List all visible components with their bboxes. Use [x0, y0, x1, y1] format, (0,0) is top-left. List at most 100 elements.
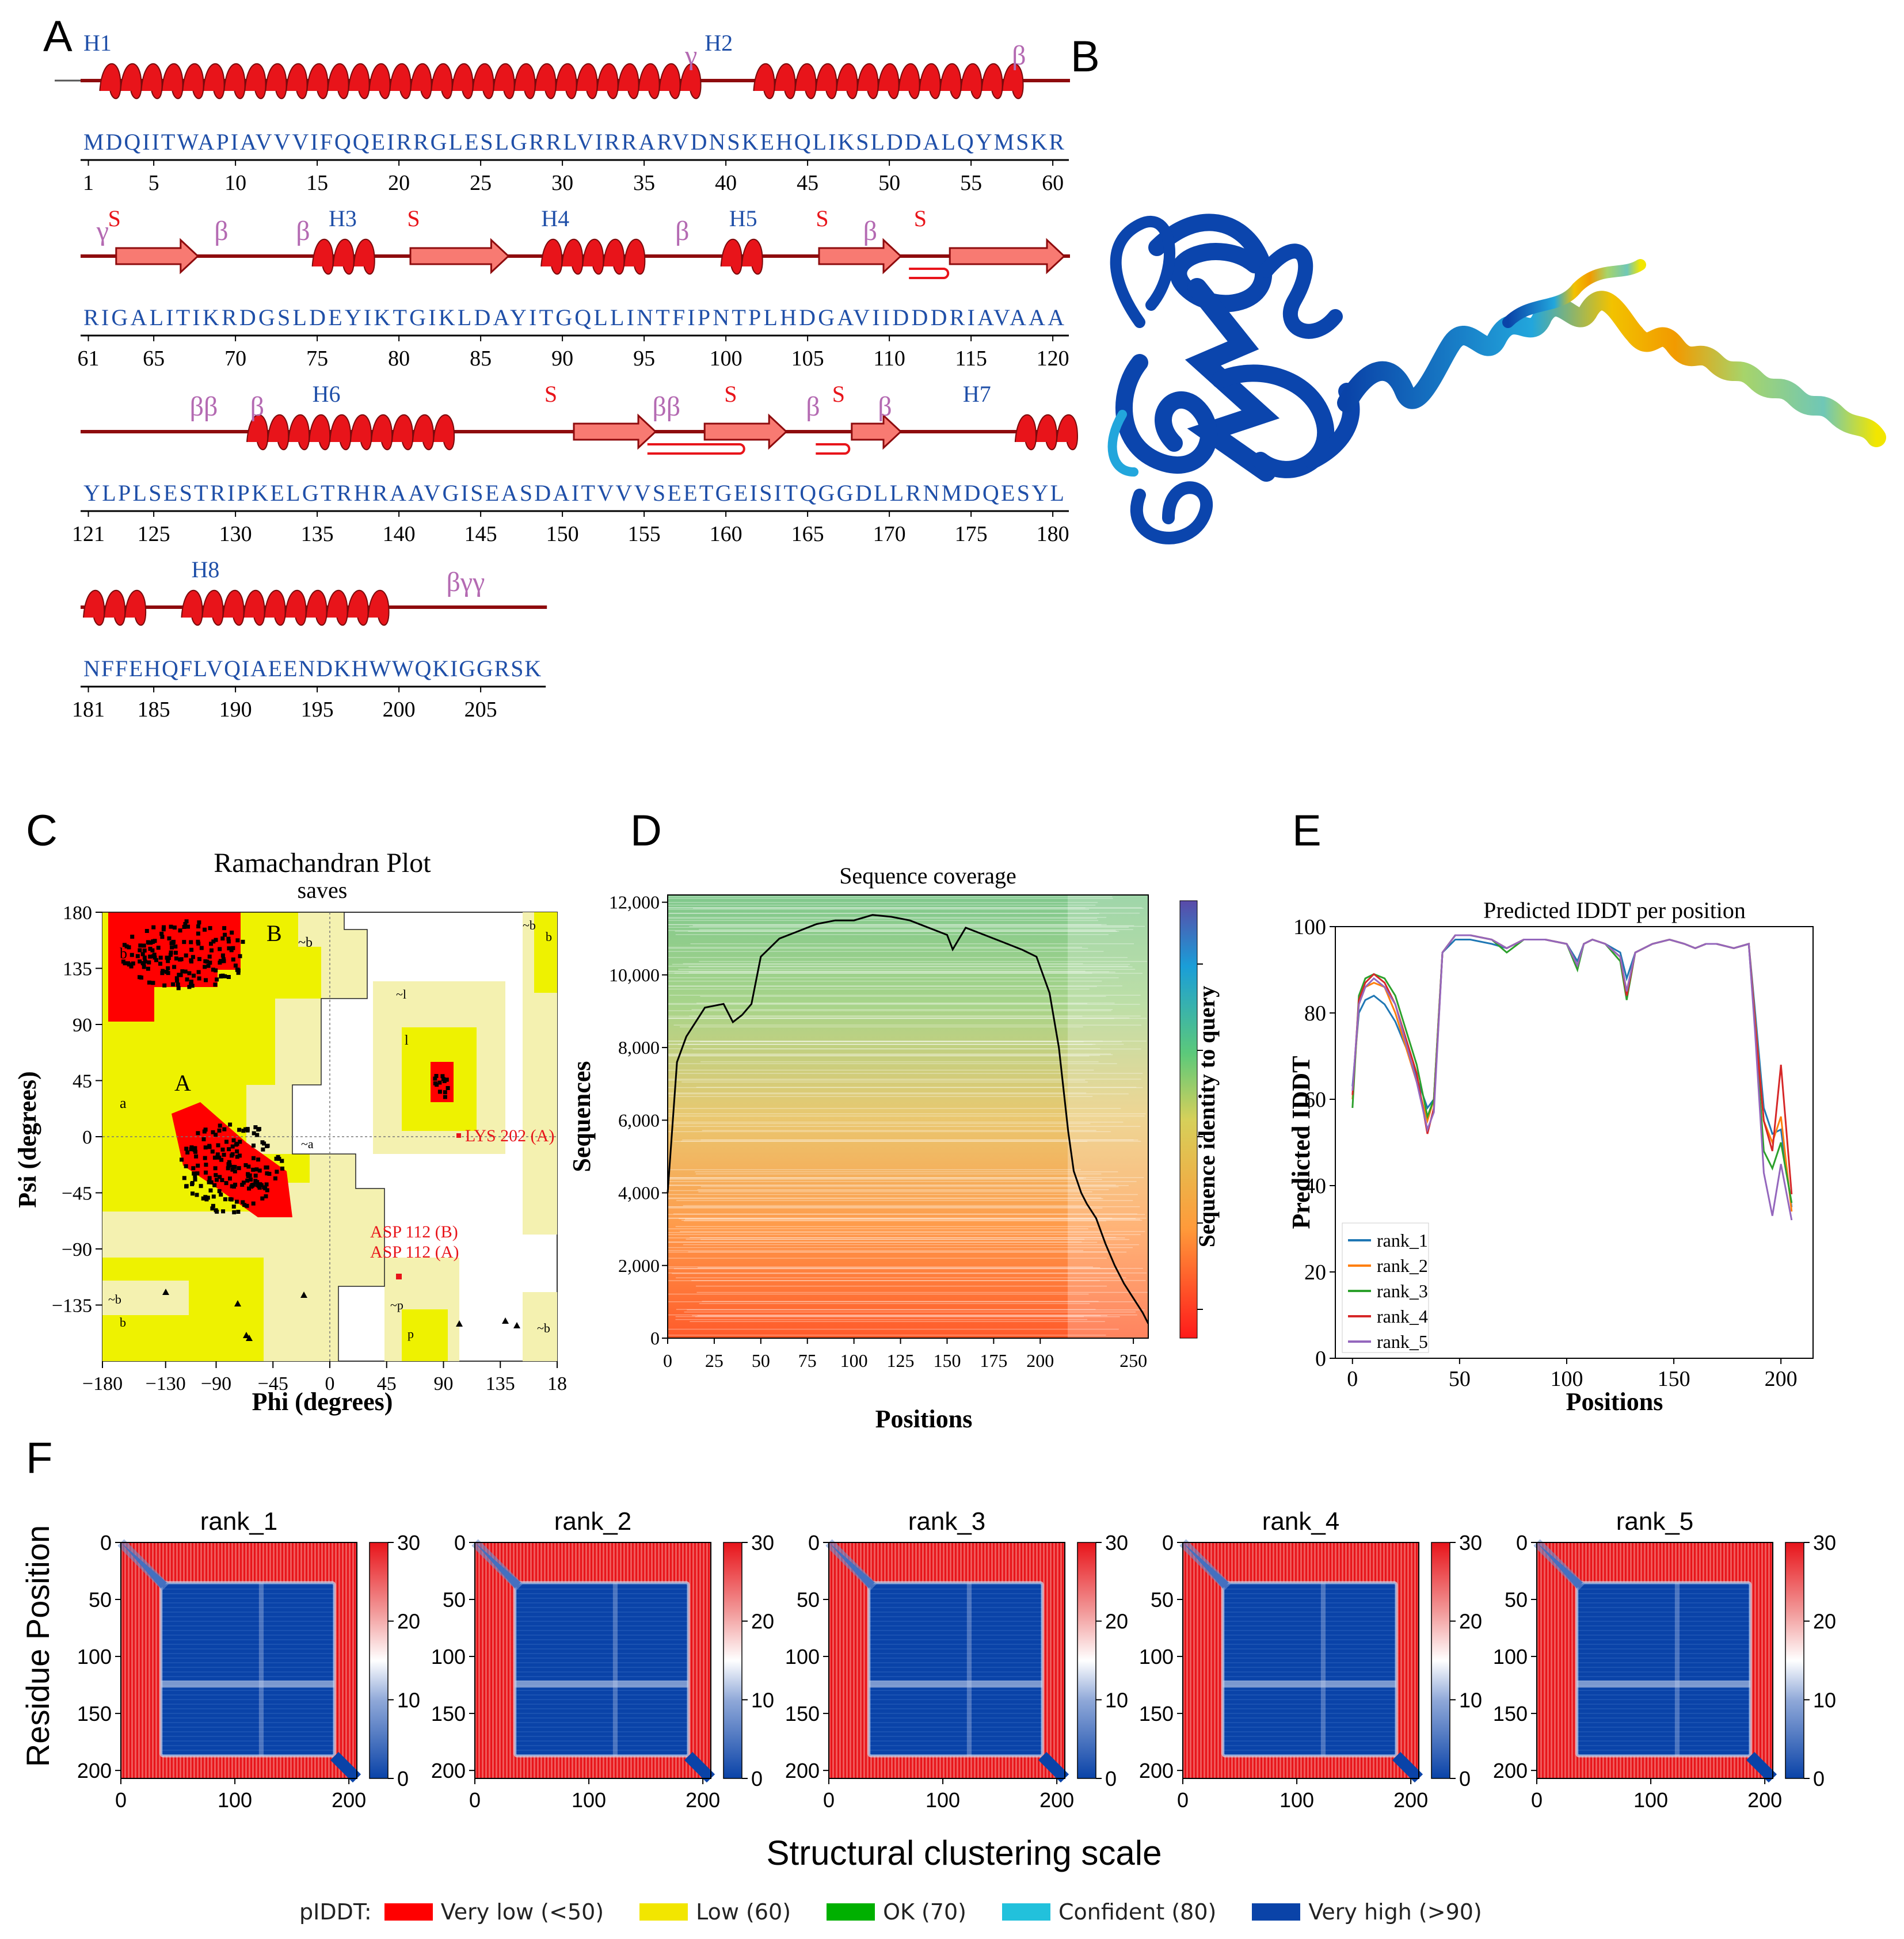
rama-residue-point: [232, 1210, 237, 1214]
pae-ytick: 0: [454, 1531, 466, 1555]
pae-ytick: 150: [1139, 1702, 1174, 1725]
rama-residue-point: [212, 1183, 217, 1187]
pae-ytick: 150: [785, 1702, 820, 1725]
rama-region-label: ~b: [298, 935, 313, 950]
ss-label: γ: [96, 216, 109, 246]
pae-ytick: 200: [1139, 1759, 1174, 1782]
rama-residue-point: [151, 981, 155, 985]
rama-residue-point: [236, 970, 241, 975]
alpha-helix: [99, 63, 702, 100]
rama-residue-point: [230, 1152, 235, 1156]
rama-region-label: p: [408, 1327, 414, 1341]
ss-label: βγγ: [446, 567, 485, 597]
rama-residue-point: [168, 953, 173, 957]
rama-residue-point: [231, 957, 235, 962]
rama-residue-point: [245, 1178, 250, 1183]
ruler-tick-label: 180: [1037, 522, 1069, 546]
pae-ytick: 0: [100, 1531, 112, 1555]
rama-residue-point: [222, 1152, 226, 1157]
secondary-structure-diagram: H1 γ H2 β MDQIITWAPIAVVVIFQQEIRRGLESLGRRLVIR…: [55, 30, 1078, 722]
coverage-xtick: 25: [705, 1350, 723, 1371]
rama-region-label: b: [120, 945, 127, 962]
pae-ytick: 50: [1151, 1588, 1174, 1612]
rama-residue-point: [176, 986, 181, 991]
rama-residue-point: [212, 1155, 217, 1160]
ruler-tick-label: 181: [72, 698, 105, 722]
rama-residue-point: [219, 1193, 223, 1197]
rama-residue-point: [242, 1203, 247, 1207]
coverage-ytick: 8,000: [618, 1037, 660, 1058]
beta-strand: [818, 238, 903, 275]
pae-ytick: 0: [1162, 1531, 1174, 1555]
rama-residue-point: [135, 954, 140, 958]
plddt-ytick: 60: [1304, 1088, 1326, 1112]
plddt-xtick: 0: [1347, 1367, 1358, 1391]
ruler-tick-label: 65: [143, 346, 165, 371]
rama-residue-point: [199, 946, 204, 950]
rama-residue-point: [172, 939, 176, 944]
rama-xtick: 135: [486, 1373, 515, 1395]
rama-residue-point: [158, 961, 162, 966]
plddt-ytick: 40: [1304, 1174, 1326, 1198]
coverage-xtick: 100: [840, 1350, 868, 1371]
rama-residue-point: [236, 1210, 241, 1214]
ss-label: β: [296, 216, 310, 246]
rama-ytick: 90: [73, 1015, 92, 1036]
rama-glycine-point: [513, 1322, 520, 1328]
structure-domain-core: [1107, 214, 1360, 544]
rama-residue-point: [165, 956, 170, 961]
ss-label: S: [914, 205, 927, 231]
ruler-tick-label: 140: [383, 522, 416, 546]
rama-residue-point: [130, 953, 134, 957]
rama-residue-point: [147, 980, 151, 985]
rama-residue-point: [245, 1127, 250, 1132]
rama-residue-point: [140, 952, 145, 957]
ss-label: H5: [729, 205, 757, 231]
rama-residue-point: [174, 956, 178, 961]
rama-residue-point: [191, 1166, 196, 1171]
pae-xtick: 0: [115, 1788, 127, 1812]
rama-residue-point: [231, 946, 235, 950]
coverage-title: Sequence coverage: [839, 863, 1016, 889]
ruler-tick-label: 61: [78, 346, 100, 371]
coverage-ytick: 10,000: [609, 965, 660, 985]
ss-label: S: [544, 381, 557, 407]
rama-residue-point: [261, 1147, 265, 1152]
rama-residue-point: [267, 1172, 272, 1176]
rama-residue-point: [214, 1173, 218, 1178]
beta-hairpin: [647, 443, 745, 455]
rama-residue-point: [240, 1183, 245, 1187]
pae-colorbar-tick: 30: [1105, 1531, 1128, 1555]
rama-residue-point: [169, 924, 173, 929]
rama-residue-point: [175, 978, 180, 983]
ss-label: β: [806, 391, 820, 422]
ss-label: S: [816, 205, 828, 231]
pae-ytick: 150: [77, 1702, 112, 1725]
rama-residue-point: [189, 1147, 193, 1152]
pae-colorbar-tick: 20: [1459, 1610, 1482, 1633]
rama-residue-point: [265, 1171, 269, 1176]
rama-residue-point: [196, 924, 201, 929]
ss-label: S: [407, 205, 420, 231]
pae-colorbar-tick: 30: [397, 1531, 420, 1555]
rama-residue-point: [148, 947, 153, 951]
rama-residue-point: [204, 1170, 208, 1175]
ruler-tick-label: 205: [464, 698, 497, 722]
rama-region-label: ~b: [537, 1321, 550, 1335]
rama-residue-point: [218, 959, 223, 963]
rama-residue-point: [215, 1209, 219, 1214]
rama-residue-point: [256, 1127, 261, 1132]
rama-residue-point: [250, 1183, 254, 1187]
beta-strand: [851, 413, 903, 450]
pae-colorbar: [369, 1542, 389, 1779]
pae-xtick: 0: [823, 1788, 835, 1812]
rama-ytick: 180: [63, 902, 92, 924]
rama-residue-point: [142, 948, 147, 953]
rama-residue-point: [253, 1125, 258, 1130]
pae-ytick: 200: [785, 1759, 820, 1782]
rama-residue-point: [193, 1174, 197, 1178]
rama-residue-point: [218, 1175, 222, 1179]
beta-strand: [115, 238, 199, 275]
pae-colorbar-tick: 20: [1105, 1610, 1128, 1633]
